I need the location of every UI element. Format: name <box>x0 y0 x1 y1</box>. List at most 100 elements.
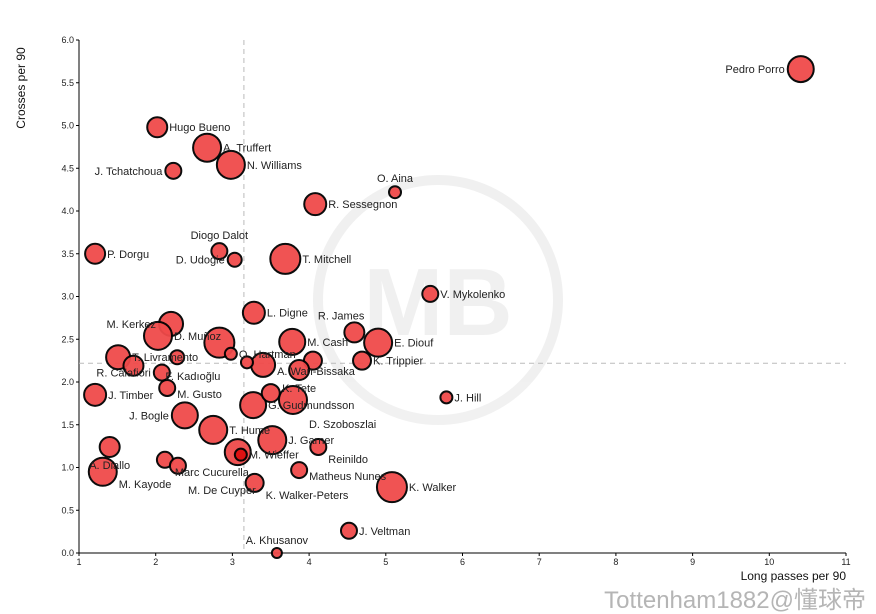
data-point <box>226 251 243 268</box>
data-point <box>168 456 187 475</box>
data-label: J. Tchatchoua <box>95 166 164 178</box>
data-point <box>215 149 246 180</box>
y-tick-label: 3.5 <box>61 249 74 259</box>
x-tick-label: 5 <box>383 557 388 567</box>
data-label: T. Hume <box>229 425 270 437</box>
data-label: N. Williams <box>247 160 302 172</box>
data-point <box>343 321 366 344</box>
data-label: V. Mykolenko <box>440 289 505 301</box>
data-label: M. Cash <box>307 337 348 349</box>
data-label: Pedro Porro <box>725 64 784 76</box>
data-point <box>198 414 229 445</box>
x-tick-label: 1 <box>76 557 81 567</box>
data-point <box>352 350 373 371</box>
data-label: R. Calafiori <box>96 368 150 380</box>
watermark-logo: MB <box>313 175 563 425</box>
data-point <box>290 461 309 480</box>
data-point <box>270 547 283 559</box>
y-tick-label: 0.0 <box>61 548 74 558</box>
data-point <box>192 132 223 163</box>
y-tick-label: 2.5 <box>61 334 74 344</box>
data-point <box>278 327 307 356</box>
data-label: J. Bogle <box>129 410 169 422</box>
data-label: J. Garner <box>288 435 334 447</box>
data-point <box>303 192 328 217</box>
data-label: O. Aina <box>377 173 414 185</box>
data-label: M. De Cuyper <box>188 485 256 497</box>
watermark-credit: Tottenham1882@懂球帝 <box>604 587 866 614</box>
data-label: M. Kerkez <box>107 319 157 331</box>
x-tick-label: 9 <box>690 557 695 567</box>
data-label: E. Diouf <box>394 338 434 350</box>
data-point <box>210 242 229 261</box>
data-label: M. Gusto <box>177 389 222 401</box>
data-point <box>288 359 311 382</box>
data-label: P. Dorgu <box>107 249 149 261</box>
x-tick-label: 10 <box>764 557 774 567</box>
data-point <box>158 378 177 397</box>
y-tick-label: 2.0 <box>61 377 74 387</box>
data-label: R. James <box>318 310 365 322</box>
data-point <box>388 185 403 200</box>
data-label: T. Livramento <box>132 352 198 364</box>
data-point <box>375 471 408 504</box>
data-point <box>786 55 815 84</box>
data-label: K. Walker <box>409 482 457 494</box>
data-label: K. Trippier <box>373 356 423 368</box>
y-tick-label: 6.0 <box>61 35 74 45</box>
data-label: Reinildo <box>328 454 368 466</box>
data-label: A. Khusanov <box>246 535 309 547</box>
reference-lines <box>79 40 846 553</box>
data-label: D. Muñoz <box>174 331 221 343</box>
y-tick-label: 4.5 <box>61 163 74 173</box>
data-label: L. Digne <box>267 308 308 320</box>
data-label: Matheus Nunes <box>309 471 387 483</box>
data-label: O. Hartman <box>239 349 296 361</box>
data-point <box>146 116 169 139</box>
data-point <box>223 346 238 361</box>
data-point <box>309 437 328 456</box>
data-point <box>152 363 171 382</box>
x-tick-label: 11 <box>841 557 850 567</box>
data-point <box>164 161 183 180</box>
data-label: A. Wan-Bissaka <box>277 366 356 378</box>
data-point <box>363 327 394 358</box>
data-label: G. Gudmundsson <box>268 400 354 412</box>
data-label: A. Truffert <box>223 143 271 155</box>
data-point <box>98 435 121 458</box>
data-label: F. Kadıoğlu <box>165 371 220 383</box>
x-tick-label: 7 <box>537 557 542 567</box>
x-tick-label: 6 <box>460 557 465 567</box>
data-point <box>277 384 308 415</box>
data-point <box>257 425 288 456</box>
data-label: R. Sessegnon <box>328 199 397 211</box>
data-label: Hugo Bueno <box>169 122 230 134</box>
data-point <box>241 300 266 325</box>
data-label: M. Kayode <box>119 479 172 491</box>
data-point <box>122 354 145 377</box>
y-tick-label: 5.5 <box>61 78 74 88</box>
x-tick-label: 3 <box>230 557 235 567</box>
data-label: J. Hill <box>454 392 481 404</box>
axes: 1 2 3 4 5 6 7 8 9 10 11 0.0 0.5 1.0 1.5 2.0 2.5 3.0 3.5 4.0… <box>61 35 850 567</box>
data-point <box>170 401 199 430</box>
data-point <box>87 456 118 487</box>
x-axis-label: Long passes per 90 <box>741 569 847 583</box>
y-tick-label: 4.0 <box>61 206 74 216</box>
data-label: D. Szoboszlai <box>309 419 376 431</box>
data-point <box>244 472 265 493</box>
data-label: M. Wieffer <box>249 450 299 462</box>
data-point <box>169 349 186 366</box>
x-tick-label: 8 <box>613 557 618 567</box>
x-tick-label: 4 <box>307 557 312 567</box>
data-point <box>269 242 302 275</box>
points: Pedro Porro Hugo Bueno A. Truffert N. Willi… <box>83 55 815 559</box>
x-tick-label: 2 <box>153 557 158 567</box>
data-point <box>233 447 248 462</box>
data-label: T. Mitchell <box>302 254 351 266</box>
y-tick-label: 3.0 <box>61 292 74 302</box>
y-tick-label: 1.0 <box>61 463 74 473</box>
y-axis-label: Crosses per 90 <box>14 47 28 129</box>
data-point <box>84 242 107 265</box>
